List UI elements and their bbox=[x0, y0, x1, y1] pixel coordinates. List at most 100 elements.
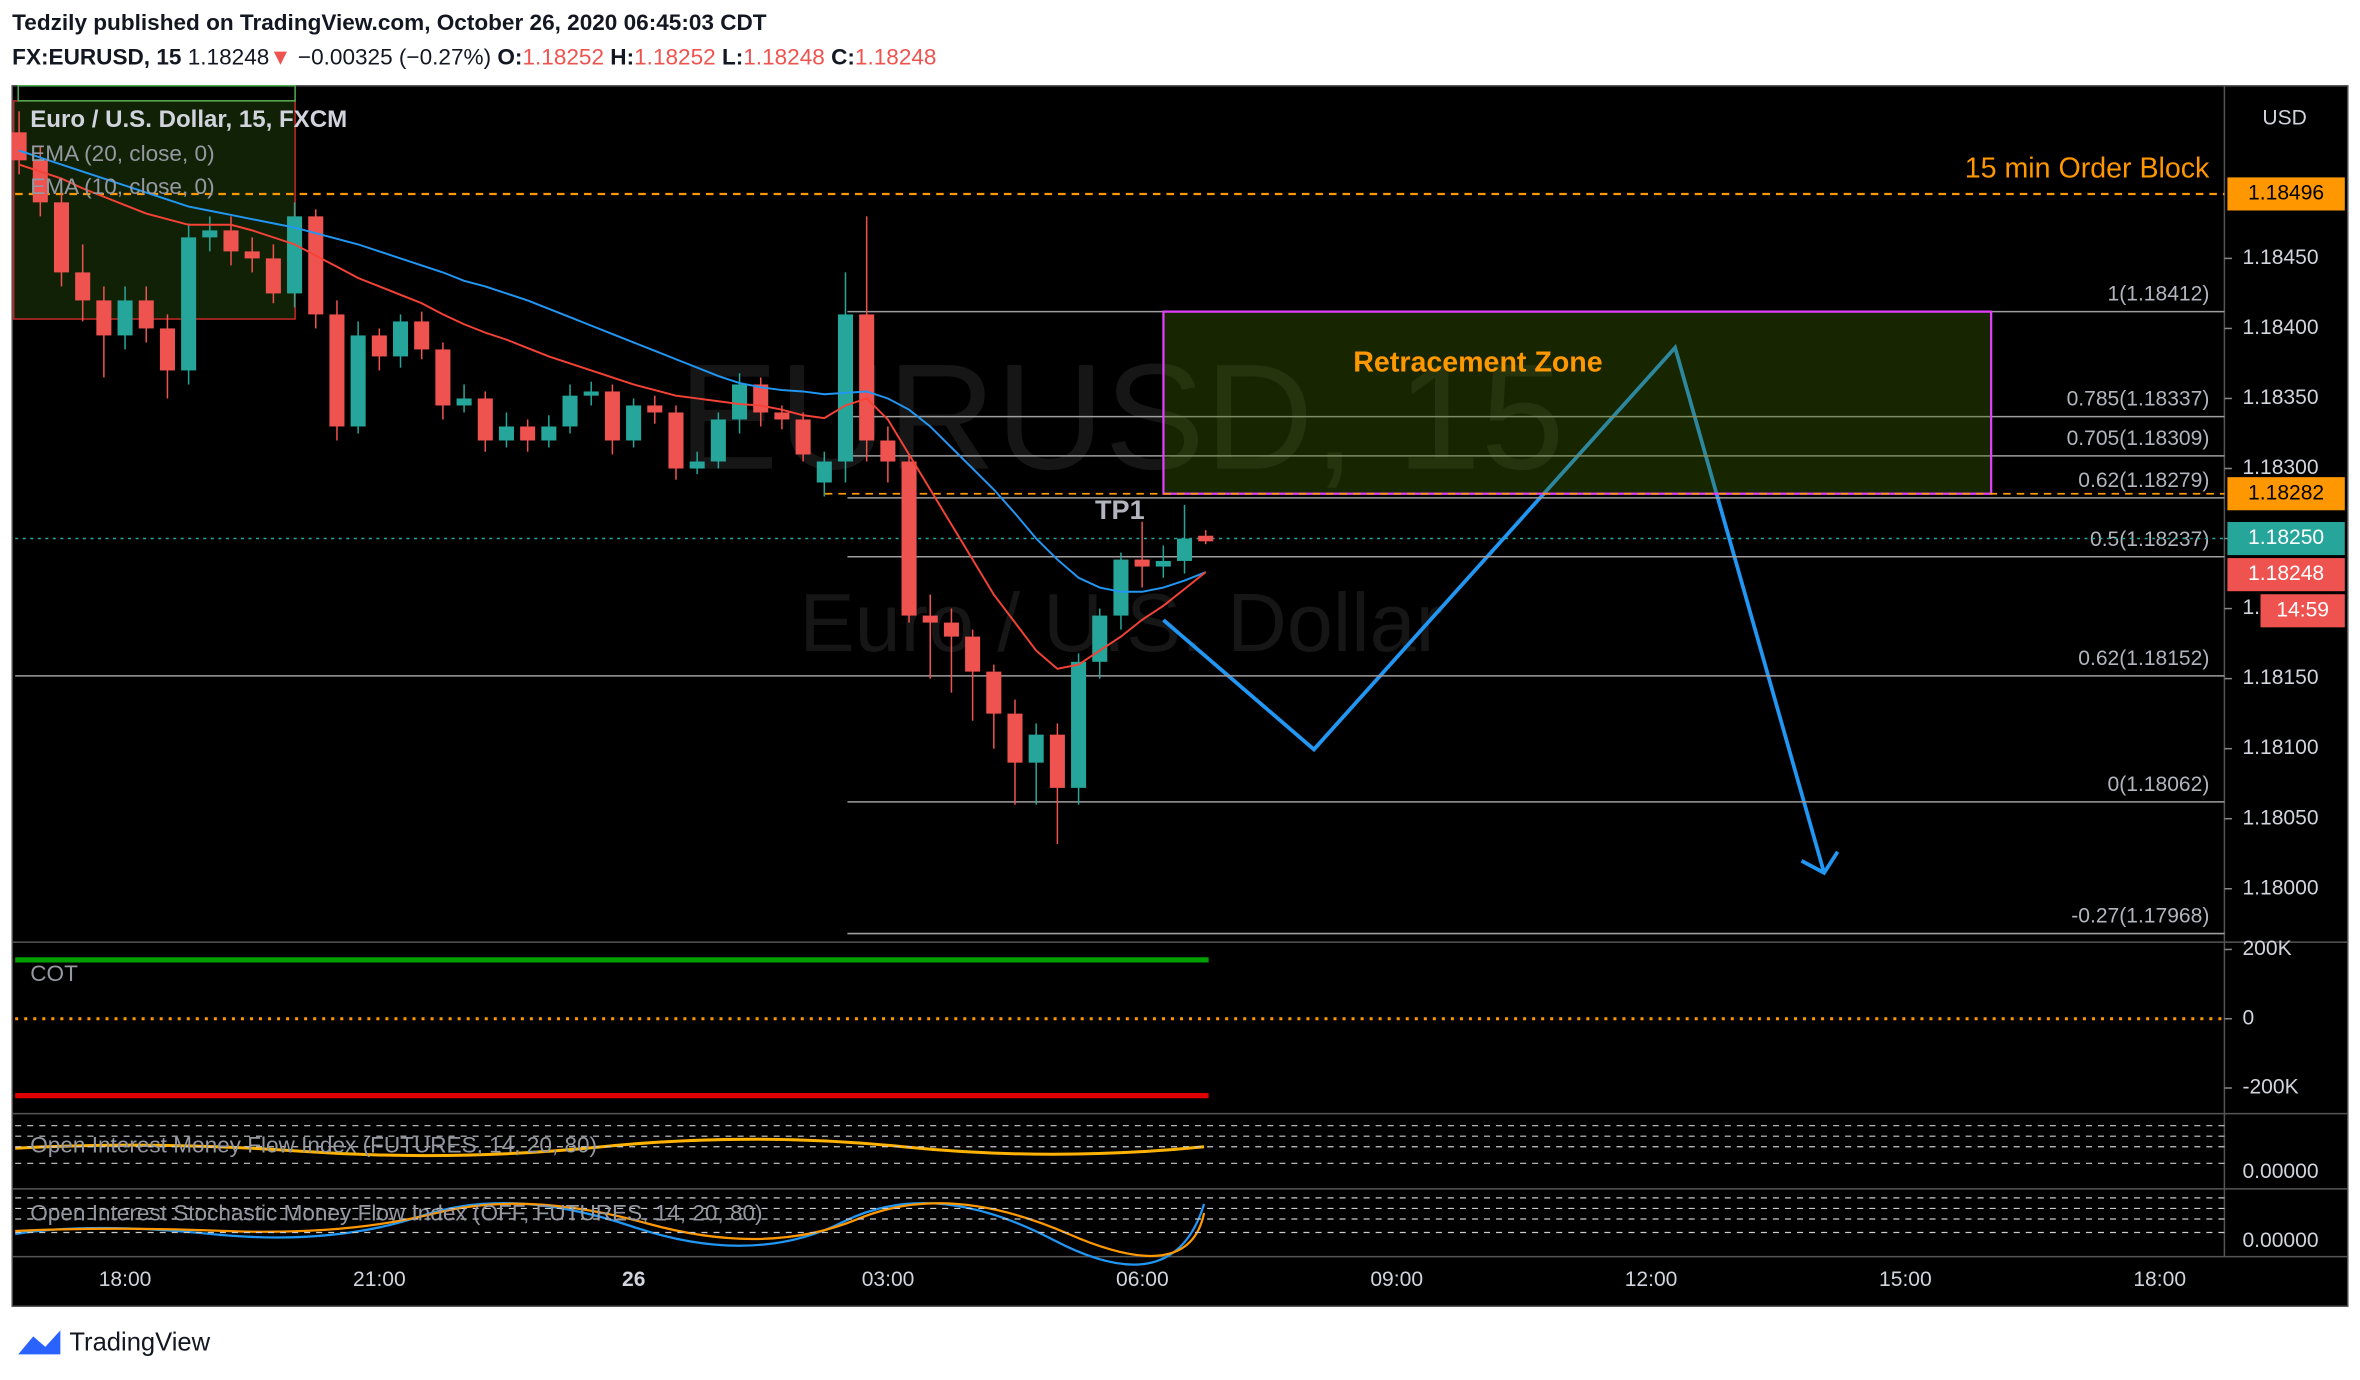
candle-body bbox=[181, 237, 197, 371]
candle-body bbox=[117, 300, 133, 336]
oi-smfi-signal bbox=[15, 1202, 1206, 1258]
price-label-box bbox=[2227, 521, 2345, 556]
change: −0.00325 (−0.27%) bbox=[298, 45, 491, 70]
candle-body bbox=[1176, 538, 1193, 561]
candle-body bbox=[520, 426, 536, 441]
x-tick-label: 18:00 bbox=[2133, 1268, 2186, 1291]
x-tick-label: 26 bbox=[622, 1268, 645, 1291]
candle-body bbox=[75, 272, 91, 301]
fib-label: -0.27(1.17968) bbox=[2071, 905, 2209, 928]
candle-body bbox=[477, 398, 493, 441]
x-tick-label: 21:00 bbox=[353, 1268, 406, 1291]
candle-body bbox=[901, 461, 917, 616]
candle-body bbox=[604, 391, 620, 441]
chart-bg bbox=[11, 85, 2349, 1308]
candle-body bbox=[11, 132, 27, 161]
x-tick-label: 06:00 bbox=[1116, 1268, 1169, 1291]
candle-body bbox=[1071, 661, 1087, 788]
countdown-box bbox=[2260, 594, 2345, 628]
x-tick-label: 15:00 bbox=[1879, 1268, 1932, 1291]
oi-smfi-line bbox=[15, 1202, 1206, 1266]
candle-body bbox=[710, 419, 726, 462]
candle-body bbox=[1028, 734, 1044, 763]
price-label-box bbox=[2227, 477, 2345, 511]
cot-tick-label: -200K bbox=[2242, 1076, 2298, 1099]
logo bbox=[18, 1330, 61, 1355]
candle-body bbox=[371, 335, 387, 357]
osc-tick-label: 0.00000 bbox=[2242, 1160, 2318, 1183]
candle-body bbox=[96, 300, 112, 336]
y-tick-label: 1.18100 bbox=[2242, 736, 2318, 759]
o-label: O: bbox=[497, 45, 522, 70]
candle-body bbox=[329, 314, 345, 427]
y-tick-label: 1.18050 bbox=[2242, 806, 2318, 829]
osc-tick-label: 0.00000 bbox=[2242, 1229, 2318, 1252]
fib-label: 0.62(1.18279) bbox=[2078, 469, 2209, 492]
cot-title: COT bbox=[30, 961, 78, 986]
fib-label: 0.705(1.18309) bbox=[2067, 427, 2210, 450]
footer-brand[interactable]: TradingView bbox=[69, 1329, 210, 1357]
candle-body bbox=[223, 230, 239, 252]
candle-body bbox=[859, 314, 875, 441]
y-tick-label: 1.18000 bbox=[2242, 876, 2318, 899]
candle-body bbox=[1198, 535, 1214, 542]
publisher-line: Tedzily published on TradingView.com, Oc… bbox=[12, 10, 767, 35]
projection-arrow bbox=[1800, 850, 1840, 876]
candle-body bbox=[965, 636, 981, 672]
oi-mfi-line bbox=[15, 1137, 1205, 1158]
ema-line bbox=[18, 163, 1207, 670]
price-label-box bbox=[2227, 558, 2345, 592]
x-tick-label: 12:00 bbox=[1625, 1268, 1678, 1291]
candle-body bbox=[308, 216, 324, 315]
candle-body bbox=[795, 419, 811, 455]
candle-body bbox=[732, 384, 748, 420]
cot-tick-label: 200K bbox=[2242, 937, 2291, 960]
legend-entry: EMA (10, close, 0) bbox=[30, 174, 214, 199]
cot-tick-label: 0 bbox=[2242, 1006, 2254, 1029]
candle-body bbox=[392, 321, 409, 357]
candle-body bbox=[1092, 615, 1108, 662]
candle-body bbox=[456, 398, 472, 406]
publisher: Tedzily published on TradingView.com, Oc… bbox=[12, 10, 767, 35]
candle-body bbox=[350, 335, 366, 427]
x-tick-label: 03:00 bbox=[862, 1268, 915, 1291]
candle-body bbox=[880, 440, 896, 462]
candle-body bbox=[562, 395, 578, 427]
currency: USD bbox=[2262, 106, 2306, 129]
price-label: 1.18250 bbox=[2248, 526, 2324, 549]
candle-body bbox=[837, 314, 854, 462]
y-tick-label: 1.18150 bbox=[2242, 666, 2318, 689]
fib-label: 0.62(1.18152) bbox=[2078, 647, 2209, 670]
candle-body bbox=[498, 426, 514, 441]
fib-label: 0.785(1.18337) bbox=[2067, 388, 2210, 411]
osc-title: Open Interest Stochastic Money Flow Inde… bbox=[30, 1200, 762, 1225]
h: 1.18252 bbox=[634, 45, 716, 70]
candle-body bbox=[986, 671, 1002, 714]
ohlc-line: FX:EURUSD, 15 1.18248▼ −0.00325 (−0.27%)… bbox=[12, 45, 936, 70]
osc-title: Open Interest Money Flow Index (FUTURES,… bbox=[30, 1133, 597, 1158]
y-tick-label: 1.18450 bbox=[2242, 246, 2318, 269]
fib-label: 1(1.18412) bbox=[2108, 283, 2210, 306]
candle-body bbox=[1007, 713, 1023, 763]
x-tick-label: 09:00 bbox=[1370, 1268, 1423, 1291]
fib-label: 0.5(1.18237) bbox=[2090, 528, 2209, 551]
fib-label: 0(1.18062) bbox=[2108, 773, 2210, 796]
candle-body bbox=[583, 391, 599, 396]
candle-body bbox=[202, 230, 218, 238]
candle-body bbox=[244, 251, 260, 259]
candle-body bbox=[668, 412, 684, 469]
candle-body bbox=[287, 216, 303, 294]
candle-body bbox=[435, 349, 451, 406]
candle-body bbox=[922, 615, 938, 623]
last: 1.18248 bbox=[188, 45, 270, 70]
legend-entry: EMA (20, close, 0) bbox=[30, 141, 214, 166]
y-tick-label: 1.18300 bbox=[2242, 456, 2318, 479]
candle-body bbox=[647, 405, 663, 413]
price-label: 1.18496 bbox=[2248, 182, 2324, 205]
price-label: 1.18248 bbox=[2248, 562, 2324, 585]
candle-body bbox=[943, 622, 959, 637]
y-tick-label: 1.18350 bbox=[2242, 386, 2318, 409]
zone-label: Retracement Zone bbox=[1353, 347, 1602, 379]
candle-body bbox=[159, 328, 175, 371]
